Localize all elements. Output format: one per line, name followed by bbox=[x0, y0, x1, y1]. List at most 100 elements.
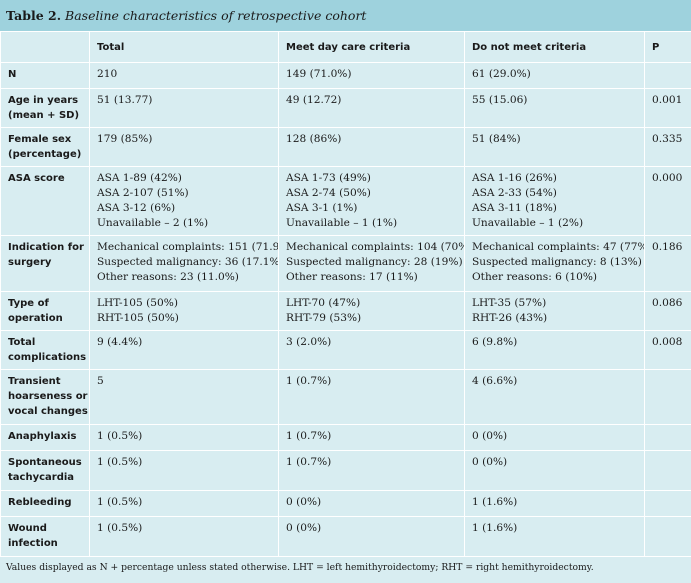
row-label-cell: Transient hoarseness or vocal changes bbox=[0, 369, 90, 425]
table-title: Table 2. Baseline characteristics of ret… bbox=[0, 0, 691, 31]
cell-text-line: (mean + SD) bbox=[8, 110, 80, 121]
header-cell-not-meet-criteria: Do not meet criteria bbox=[464, 31, 645, 63]
meet-criteria-cell: 1 (0.7%) bbox=[278, 424, 465, 451]
cell-text-line: Anaphylaxis bbox=[8, 431, 77, 442]
cell-text-line: ASA 1-89 (42%) bbox=[97, 172, 182, 184]
not-meet-criteria-cell: 4 (6.6%) bbox=[464, 369, 645, 425]
cell-text-line: Other reasons: 17 (11%) bbox=[286, 271, 418, 283]
not-meet-criteria-cell: 6 (9.8%) bbox=[464, 330, 645, 370]
meet-criteria-cell: 3 (2.0%) bbox=[278, 330, 465, 370]
cell-text-line: RHT-79 (53%) bbox=[286, 312, 362, 324]
cell-text-line: 5 bbox=[97, 375, 104, 387]
cell-text-line: 149 (71.0%) bbox=[286, 68, 352, 80]
row-label-cell: Anaphylaxis bbox=[0, 424, 90, 451]
cell-text-line: Unavailable – 1 (1%) bbox=[286, 217, 398, 229]
cell-text-line: 1 (0.7%) bbox=[286, 456, 332, 468]
cell-text-line: Unavailable – 2 (1%) bbox=[97, 217, 209, 229]
cell-text-line: 128 (86%) bbox=[286, 133, 342, 145]
not-meet-criteria-cell: 61 (29.0%) bbox=[464, 62, 645, 89]
p-value-cell: 0.086 bbox=[644, 291, 691, 331]
cell-text-line: complications bbox=[8, 352, 87, 363]
cell-text-line: LHT-35 (57%) bbox=[472, 297, 547, 309]
p-value-cell: 0.335 bbox=[644, 127, 691, 167]
p-value-cell bbox=[644, 62, 691, 89]
total-cell: LHT-105 (50%) RHT-105 (50%) bbox=[89, 291, 279, 331]
table-row: Age in years (mean + SD) 51 (13.77) 49 (12.… bbox=[0, 88, 691, 128]
cell-text-line: 1 (1.6%) bbox=[472, 522, 518, 534]
cell-text-line: 1 (0.5%) bbox=[97, 430, 143, 442]
cell-text-line: Other reasons: 23 (11.0%) bbox=[97, 271, 239, 283]
cell-text-line: 179 (85%) bbox=[97, 133, 153, 145]
cell-text-line: (percentage) bbox=[8, 149, 82, 160]
cell-text-line: Mechanical complaints: 104 (70%) bbox=[286, 241, 465, 253]
cell-text-line: RHT-26 (43%) bbox=[472, 312, 548, 324]
table-row: Transient hoarseness or vocal changes 5 1 (0… bbox=[0, 369, 691, 425]
p-value-cell bbox=[644, 490, 691, 517]
meet-criteria-cell: LHT-70 (47%) RHT-79 (53%) bbox=[278, 291, 465, 331]
row-label-cell: Total complications bbox=[0, 330, 90, 370]
cell-text-line: tachycardia bbox=[8, 472, 75, 483]
row-label-cell: Wound infection bbox=[0, 516, 90, 557]
not-meet-criteria-cell: ASA 1-16 (26%) ASA 2-33 (54%) ASA 3-11 (18… bbox=[464, 166, 645, 236]
table-row: Type of operation LHT-105 (50%) RHT-105 (50… bbox=[0, 291, 691, 331]
not-meet-criteria-cell: 0 (0%) bbox=[464, 450, 645, 491]
total-cell: 1 (0.5%) bbox=[89, 450, 279, 491]
cell-text-line: 3 (2.0%) bbox=[286, 336, 332, 348]
cell-text-line: Female sex bbox=[8, 134, 72, 145]
row-label-cell: Indication for surgery bbox=[0, 235, 90, 292]
cell-text-line: Wound bbox=[8, 523, 47, 534]
cell-text-line: LHT-70 (47%) bbox=[286, 297, 361, 309]
table-row: Total complications 9 (4.4%) 3 (2.0%) 6 (9.8… bbox=[0, 330, 691, 370]
table-row: ASA score ASA 1-89 (42%) ASA 2-107 (51%) AS… bbox=[0, 166, 691, 236]
cell-text-line: Transient bbox=[8, 376, 61, 387]
meet-criteria-cell: 1 (0.7%) bbox=[278, 369, 465, 425]
not-meet-criteria-cell: 1 (1.6%) bbox=[464, 490, 645, 517]
cell-text-line: 1 (0.5%) bbox=[97, 456, 143, 468]
total-cell: 5 bbox=[89, 369, 279, 425]
cell-text-line: Unavailable – 1 (2%) bbox=[472, 217, 584, 229]
cell-text-line: 1 (1.6%) bbox=[472, 496, 518, 508]
cell-text-line: ASA 2-74 (50%) bbox=[286, 187, 371, 199]
cell-text-line: 1 (0.7%) bbox=[286, 375, 332, 387]
row-label-cell: Type of operation bbox=[0, 291, 90, 331]
table-row: Rebleeding 1 (0.5%) 0 (0%) 1 (1.6%) bbox=[0, 490, 691, 517]
not-meet-criteria-cell: 0 (0%) bbox=[464, 424, 645, 451]
cell-text-line: ASA 1-73 (49%) bbox=[286, 172, 371, 184]
p-value-cell: 0.000 bbox=[644, 166, 691, 236]
meet-criteria-cell: 128 (86%) bbox=[278, 127, 465, 167]
p-value-cell: 0.186 bbox=[644, 235, 691, 292]
cell-text-line: 0.008 bbox=[652, 336, 683, 348]
cell-text-line: 6 (9.8%) bbox=[472, 336, 518, 348]
cell-text-line: Total bbox=[8, 337, 36, 348]
cell-text-line: 0.000 bbox=[652, 172, 683, 184]
p-value-cell bbox=[644, 369, 691, 425]
cell-text-line: operation bbox=[8, 313, 63, 324]
cell-text-line: Age in years bbox=[8, 95, 79, 106]
table-footnote: Values displayed as N + percentage unles… bbox=[6, 562, 594, 573]
cell-text-line: surgery bbox=[8, 257, 52, 268]
meet-criteria-cell: 0 (0%) bbox=[278, 490, 465, 517]
cell-text-line: 0 (0%) bbox=[286, 496, 322, 508]
row-label-cell: Rebleeding bbox=[0, 490, 90, 517]
cell-text-line: Suspected malignancy: 28 (19%) bbox=[286, 256, 463, 268]
row-label-cell: Age in years (mean + SD) bbox=[0, 88, 90, 128]
cell-text-line: 0.001 bbox=[652, 94, 683, 106]
cell-text-line: Mechanical complaints: 47 (77%) bbox=[472, 241, 645, 253]
cell-text-line: 0.086 bbox=[652, 297, 683, 309]
row-label-cell: ASA score bbox=[0, 166, 90, 236]
cell-text-line: 0.335 bbox=[652, 133, 683, 145]
cell-text-line: 0 (0%) bbox=[472, 430, 508, 442]
cell-text-line: Suspected malignancy: 36 (17.1%) bbox=[97, 256, 279, 268]
meet-criteria-cell: ASA 1-73 (49%) ASA 2-74 (50%) ASA 3-1 (1%)… bbox=[278, 166, 465, 236]
meet-criteria-cell: Mechanical complaints: 104 (70%) Suspecte… bbox=[278, 235, 465, 292]
total-cell: 9 (4.4%) bbox=[89, 330, 279, 370]
cell-text-line: Spontaneous bbox=[8, 457, 82, 468]
cell-text-line: Other reasons: 6 (10%) bbox=[472, 271, 598, 283]
cell-text-line: ASA 3-1 (1%) bbox=[286, 202, 358, 214]
not-meet-criteria-cell: Mechanical complaints: 47 (77%) Suspected… bbox=[464, 235, 645, 292]
table-caption: Baseline characteristics of retrospectiv… bbox=[65, 8, 367, 23]
table-row: N 210 149 (71.0%) 61 (29.0%) bbox=[0, 62, 691, 89]
total-cell: Mechanical complaints: 151 (71.9%) Suspec… bbox=[89, 235, 279, 292]
cell-text-line: 51 (13.77) bbox=[97, 94, 153, 106]
